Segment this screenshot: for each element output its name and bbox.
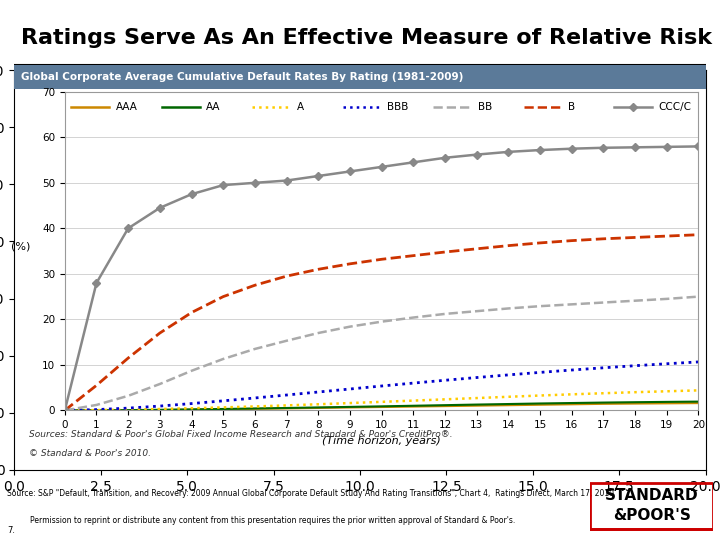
X-axis label: (Time horizon, years): (Time horizon, years) [323,436,441,446]
Text: Ratings Serve As An Effective Measure of Relative Risk: Ratings Serve As An Effective Measure of… [22,28,712,48]
Bar [590,483,713,529]
Text: AA: AA [206,102,220,112]
Text: Sources: Standard & Poor's Global Fixed Income Research and Standard & Poor's Cr: Sources: Standard & Poor's Global Fixed … [29,430,452,439]
Text: &POOR'S: &POOR'S [613,508,690,523]
Text: BB: BB [477,102,492,112]
Text: Permission to reprint or distribute any content from this presentation requires : Permission to reprint or distribute any … [30,516,516,525]
Text: STANDARD: STANDARD [605,488,698,503]
Text: 7.: 7. [7,525,15,535]
Text: A: A [297,102,304,112]
Text: B: B [568,102,575,112]
Text: BBB: BBB [387,102,408,112]
Text: Global Corporate Average Cumulative Default Rates By Rating (1981-2009): Global Corporate Average Cumulative Defa… [22,72,464,82]
Text: Source: S&P "Default, Transition, and Recovery: 2009 Annual Global Corporate Def: Source: S&P "Default, Transition, and Re… [7,489,614,498]
Text: CCC/C: CCC/C [659,102,692,112]
Text: © Standard & Poor's 2010.: © Standard & Poor's 2010. [29,449,150,458]
Y-axis label: (%): (%) [11,241,30,251]
Text: AAA: AAA [115,102,138,112]
